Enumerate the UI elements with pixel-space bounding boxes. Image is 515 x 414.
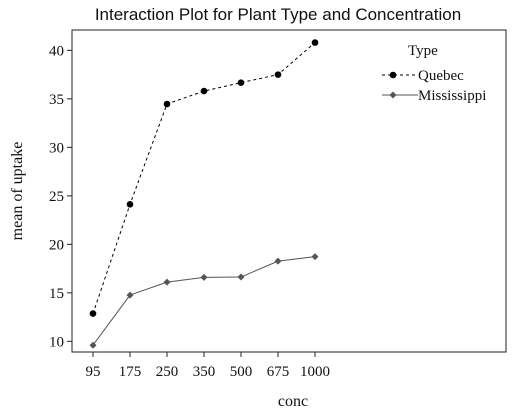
point-quebec-175: [126, 200, 134, 208]
x-tick-label: 1000: [300, 364, 330, 380]
point-mississippi-675: [274, 257, 282, 265]
legend-item-quebec: Quebec: [382, 68, 464, 84]
legend: Type Quebec Mississippi: [382, 43, 486, 104]
legend-label-mississippi: Mississippi: [418, 88, 486, 104]
point-mississippi-500: [237, 273, 245, 281]
series-line-mississippi: [92, 256, 316, 346]
x-tick-label: 675: [267, 364, 290, 380]
point-mississippi-175: [126, 291, 134, 299]
y-tick-label: 30: [49, 140, 64, 156]
legend-item-mississippi: Mississippi: [382, 88, 486, 104]
x-axis: 95 175 250 350 500 675 1000: [86, 352, 330, 380]
y-tick-label: 35: [49, 92, 64, 108]
legend-label-quebec: Quebec: [418, 68, 464, 84]
y-tick-label: 40: [49, 43, 64, 59]
x-tick-label: 500: [230, 364, 253, 380]
y-tick-label: 10: [49, 334, 64, 350]
y-tick-label: 25: [49, 189, 64, 205]
legend-marker-mississippi: [389, 91, 397, 99]
series-markers: [89, 39, 319, 349]
chart-title: Interaction Plot for Plant Type and Conc…: [95, 5, 461, 24]
series-line-quebec: [92, 42, 316, 314]
point-quebec-675: [274, 71, 282, 78]
legend-title: Type: [408, 43, 438, 59]
x-axis-label: conc: [278, 393, 308, 410]
y-axis: 10 15 20 25 30 35 40: [49, 43, 72, 350]
point-mississippi-250: [163, 278, 171, 286]
point-mississippi-350: [200, 273, 208, 281]
y-tick-label: 20: [49, 237, 64, 253]
legend-marker-quebec: [389, 71, 397, 79]
point-quebec-1000: [311, 39, 319, 46]
point-mississippi-1000: [311, 253, 319, 261]
x-tick-label: 250: [156, 364, 179, 380]
y-axis-label: mean of uptake: [9, 142, 26, 241]
y-tick-label: 15: [49, 286, 64, 302]
point-quebec-95: [89, 310, 97, 317]
point-mississippi-95: [89, 341, 97, 349]
plot-frame: [71, 29, 507, 353]
x-tick-label: 95: [86, 364, 101, 380]
point-quebec-250: [163, 100, 171, 108]
x-tick-label: 175: [119, 364, 142, 380]
point-quebec-500: [237, 79, 245, 86]
point-quebec-350: [200, 87, 208, 95]
x-tick-label: 350: [193, 364, 216, 380]
